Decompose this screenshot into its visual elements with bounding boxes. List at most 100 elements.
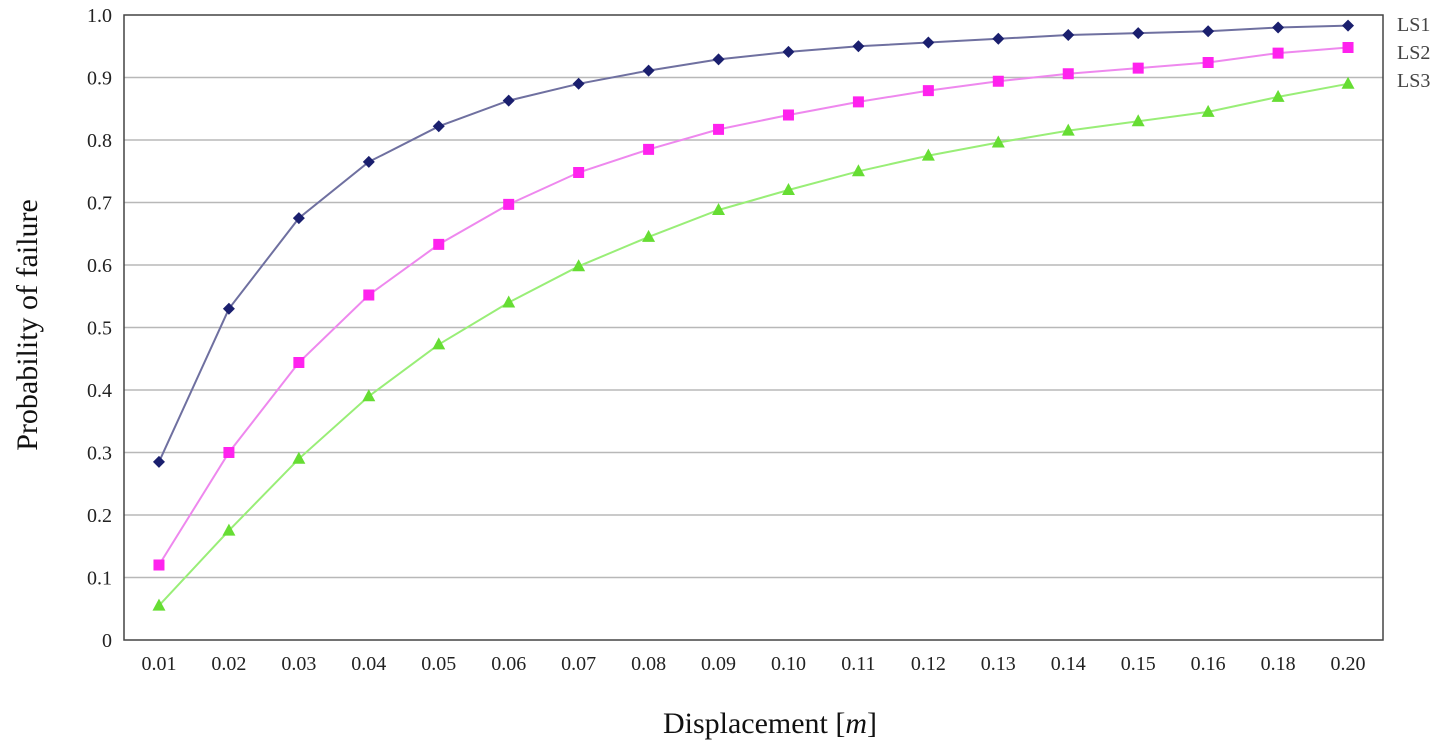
y-tick-label: 0.7 (87, 193, 112, 215)
series-line (158, 24, 1349, 463)
legend-item-ls3: LS3 (1397, 70, 1430, 92)
y-tick-label: 0.9 (87, 68, 112, 90)
data-point (572, 77, 585, 90)
data-point (712, 53, 725, 66)
data-point (782, 45, 795, 58)
data-point (922, 36, 935, 49)
data-point (223, 447, 235, 458)
data-point (642, 64, 655, 77)
y-axis-title: Probability of failure (11, 199, 44, 451)
data-point (363, 289, 375, 301)
data-point (293, 357, 305, 368)
x-tick-label: 0.06 (491, 653, 526, 675)
x-axis-title-end: ] (867, 707, 877, 740)
y-tick-label: 0.8 (87, 130, 112, 152)
x-tick-labels: 0.01 0.02 0.03 0.04 0.05 0.06 0.07 0.08 0.09 0.10… (141, 653, 1365, 675)
data-point (222, 523, 236, 536)
data-point (432, 120, 445, 133)
data-point (153, 559, 165, 571)
data-point (1271, 89, 1285, 102)
data-point (922, 85, 934, 97)
data-point (152, 598, 166, 611)
x-tick-label: 0.11 (841, 653, 875, 675)
x-tick-label: 0.02 (211, 653, 246, 675)
data-point (1132, 27, 1145, 40)
data-point (1272, 47, 1284, 59)
x-tick-label: 0.09 (701, 653, 736, 675)
legend: LS1 LS2 LS3 (1397, 14, 1430, 92)
data-point (1201, 104, 1215, 117)
data-point (991, 135, 1005, 148)
data-point (362, 389, 376, 402)
data-point (1341, 76, 1355, 89)
data-point (1061, 123, 1075, 136)
x-tick-label: 0.07 (561, 653, 596, 675)
data-point (502, 94, 515, 107)
x-tick-label: 0.13 (981, 653, 1016, 675)
data-point (292, 212, 305, 225)
x-axis-title-text: Displacement [ (663, 707, 845, 740)
series-group (152, 19, 1355, 611)
data-point (1202, 57, 1214, 68)
x-tick-label: 0.18 (1261, 653, 1296, 675)
y-tick-label: 0.2 (87, 505, 112, 527)
series-ls3 (152, 76, 1355, 611)
series-line (158, 46, 1349, 566)
x-tick-label: 0.12 (911, 653, 946, 675)
data-point (992, 32, 1005, 45)
data-point (1202, 25, 1215, 38)
data-point (781, 183, 795, 195)
x-axis-title: Displacement [m] (663, 707, 877, 740)
y-tick-label: 0.5 (87, 318, 112, 340)
data-point (852, 40, 865, 53)
data-point (713, 123, 725, 135)
x-tick-label: 0.15 (1121, 653, 1156, 675)
data-point (1131, 114, 1145, 127)
legend-item-ls2: LS2 (1397, 42, 1430, 64)
y-tick-label: 0.3 (87, 443, 112, 465)
x-tick-label: 0.20 (1331, 653, 1366, 675)
data-point (851, 164, 865, 177)
data-point (643, 143, 655, 155)
x-axis-title-unit: m (845, 707, 867, 740)
legend-item-ls1: LS1 (1397, 14, 1430, 36)
series-ls2 (153, 42, 1354, 571)
y-tick-label: 0.4 (87, 380, 112, 402)
data-point (1062, 29, 1075, 41)
data-point (1342, 42, 1354, 53)
y-tick-label: 0.6 (87, 255, 112, 277)
x-tick-label: 0.03 (281, 653, 316, 675)
x-tick-label: 0.08 (631, 653, 666, 675)
data-point (502, 295, 516, 308)
data-point (222, 302, 235, 315)
data-point (362, 155, 375, 168)
data-point (1132, 62, 1144, 74)
gridlines (124, 76, 1383, 579)
x-tick-label: 0.14 (1051, 653, 1086, 675)
y-tick-labels: 0 0.1 0.2 0.3 0.4 0.5 0.6 0.7 0.8 0.9 1.0 (87, 5, 112, 652)
data-point (573, 167, 585, 178)
series-ls1 (152, 19, 1355, 468)
data-point (992, 75, 1004, 87)
y-tick-label: 0.1 (87, 568, 112, 590)
data-point (433, 238, 445, 250)
y-tick-label: 1.0 (87, 5, 112, 27)
data-point (1342, 19, 1355, 32)
data-point (712, 203, 726, 215)
x-tick-label: 0.16 (1191, 653, 1226, 675)
series-line (158, 82, 1349, 607)
x-tick-label: 0.10 (771, 653, 806, 675)
x-tick-label: 0.05 (421, 653, 456, 675)
data-point (152, 455, 165, 468)
data-point (292, 451, 306, 464)
data-point (503, 198, 515, 210)
data-point (642, 229, 656, 242)
plot-area-frame (123, 14, 1384, 641)
data-point (1272, 21, 1285, 34)
data-point (782, 109, 794, 121)
x-tick-label: 0.01 (141, 653, 176, 675)
data-point (1062, 68, 1074, 80)
y-tick-label: 0 (102, 630, 112, 652)
data-point (572, 259, 586, 272)
